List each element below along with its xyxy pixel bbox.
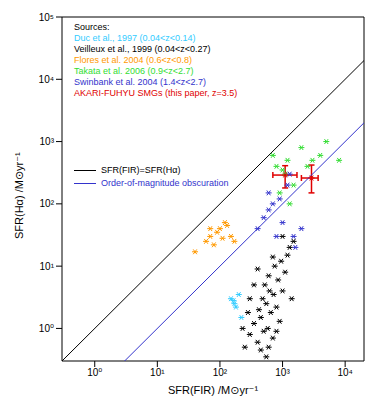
svg-text:10⁵: 10⁵ [39,12,54,23]
html-text:Veilleux et al., 1999 (0.04<z<: Veilleux et al., 1999 (0.04<z<0.27) [74,44,211,54]
html-text:Takata et al. 2006 (0.9<z<2.7): Takata et al. 2006 (0.9<z<2.7) [74,66,194,76]
svg-text:SFR(FIR) /M⊙yr⁻¹: SFR(FIR) /M⊙yr⁻¹ [168,384,259,396]
html-text:Sources:: Sources: [74,22,110,32]
html-text:SFR(FIR)=SFR(Hα): SFR(FIR)=SFR(Hα) [101,165,181,175]
svg-text:10⁰: 10⁰ [87,367,102,378]
svg-text:10⁴: 10⁴ [337,367,352,378]
svg-text:10³: 10³ [275,367,290,378]
svg-text:10⁰: 10⁰ [39,323,54,334]
html-text:Flores et al. 2004 (0.6<z<0.8): Flores et al. 2004 (0.6<z<0.8) [74,55,193,65]
svg-text:10²: 10² [213,367,228,378]
html-text:Order-of-magnitude obscuration: Order-of-magnitude obscuration [101,178,229,188]
html-text:Duc et al., 1997 (0.04<z<0.14): Duc et al., 1997 (0.04<z<0.14) [74,33,196,43]
svg-text:10⁴: 10⁴ [39,74,54,85]
svg-text:10²: 10² [40,198,55,209]
svg-text:10³: 10³ [40,136,55,147]
html-text:AKARI-FUHYU SMGs (this paper,: AKARI-FUHYU SMGs (this paper, z=3.5) [74,88,238,98]
svg-text:10¹: 10¹ [40,261,55,272]
html-text:Swinbank et al. 2004 (1.4<z<2.: Swinbank et al. 2004 (1.4<z<2.7) [74,77,207,87]
svg-text:SFR(Hα) /M⊙yr⁻¹: SFR(Hα) /M⊙yr⁻¹ [13,152,25,239]
svg-text:10¹: 10¹ [150,367,165,378]
